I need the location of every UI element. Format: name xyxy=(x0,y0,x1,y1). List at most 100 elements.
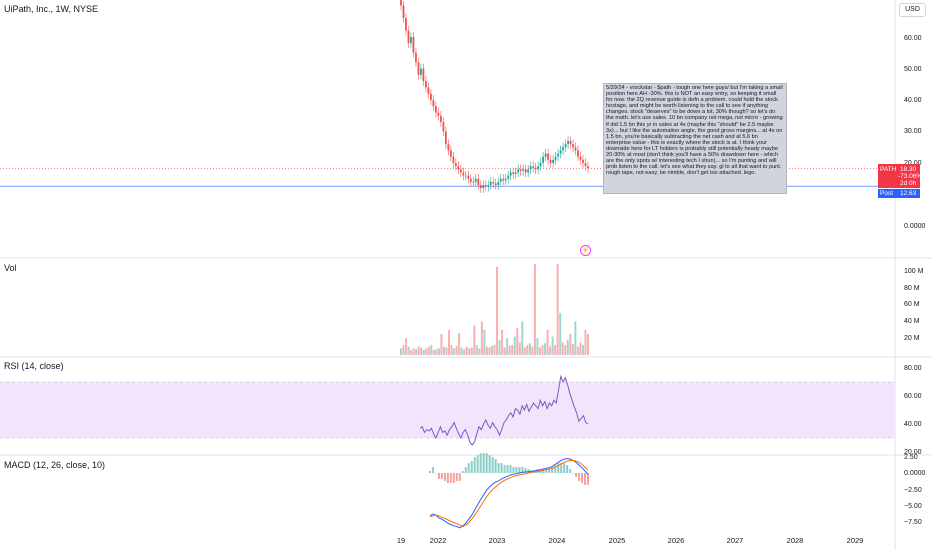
price-candle xyxy=(522,169,525,171)
price-candle xyxy=(449,150,452,157)
volume-bar xyxy=(410,349,413,355)
macd-histogram-bar xyxy=(473,457,476,473)
volume-bar xyxy=(450,344,453,355)
volume-bar xyxy=(541,344,544,355)
volume-bar xyxy=(453,348,456,355)
volume-bar xyxy=(533,264,536,355)
macd-histogram-bar xyxy=(479,453,482,473)
volume-bar xyxy=(508,345,511,355)
macd-histogram-bar xyxy=(449,473,452,483)
price-candle xyxy=(489,181,492,186)
macd-histogram-bar xyxy=(578,473,581,481)
price-candle xyxy=(499,178,502,182)
price-candle xyxy=(417,62,420,75)
macd-histogram-bar xyxy=(581,473,584,483)
currency-button[interactable]: USD xyxy=(899,3,926,17)
price-candle xyxy=(584,163,587,167)
price-candle xyxy=(539,163,542,167)
x-axis-tick-label: 2022 xyxy=(430,536,447,545)
macd-histogram-bar xyxy=(458,473,461,481)
macd-axis-tick-label: 2.50 xyxy=(904,454,918,461)
volume-bar xyxy=(561,342,564,355)
macd-histogram-bar xyxy=(575,473,578,477)
volume-axis-tick-label: 80 M xyxy=(904,285,920,292)
price-candle xyxy=(554,156,557,160)
price-candle xyxy=(439,115,442,123)
rsi-pane-label: RSI (14, close) xyxy=(4,361,64,371)
price-candle xyxy=(462,172,465,176)
volume-bar xyxy=(437,348,440,355)
volume-bar xyxy=(483,329,486,355)
x-axis-tick-label: 2028 xyxy=(787,536,804,545)
volume-bar xyxy=(506,338,509,355)
price-candle xyxy=(569,140,572,145)
volume-bar xyxy=(402,344,405,355)
price-candle xyxy=(557,153,559,157)
price-candle xyxy=(494,183,497,186)
volume-bar xyxy=(544,343,547,355)
macd-histogram-bar xyxy=(446,473,449,483)
volume-bar xyxy=(455,345,458,355)
macd-histogram-bar xyxy=(470,461,473,473)
price-candle xyxy=(502,178,505,181)
volume-bar xyxy=(405,338,408,355)
volume-bar xyxy=(427,346,430,355)
volume-bar xyxy=(549,346,552,355)
price-candle xyxy=(477,178,480,186)
volume-bar xyxy=(513,336,516,355)
price-axis-tick-label: 40.00 xyxy=(904,97,922,104)
price-candle xyxy=(572,144,574,148)
price-candle xyxy=(469,178,472,182)
earnings-flash-icon[interactable]: ⚡ xyxy=(580,245,591,256)
volume-bar xyxy=(442,346,445,355)
price-candle xyxy=(407,30,410,44)
price-candle xyxy=(459,169,462,173)
macd-histogram-bar xyxy=(566,465,569,473)
volume-bar xyxy=(531,346,534,355)
price-candle xyxy=(472,181,475,183)
price-candle xyxy=(514,172,517,175)
macd-histogram-bar xyxy=(455,473,458,481)
price-candle xyxy=(537,166,540,170)
volume-bar xyxy=(518,342,521,355)
chart-title: UiPath, Inc., 1W, NYSE xyxy=(4,4,99,14)
macd-histogram-bar xyxy=(524,468,527,473)
volume-bar xyxy=(407,346,410,355)
price-candle xyxy=(562,147,564,151)
macd-axis-tick-label: −5.00 xyxy=(904,503,922,510)
volume-bar xyxy=(460,347,463,355)
price-candle xyxy=(534,167,537,170)
price-candle xyxy=(509,172,512,176)
price-candle xyxy=(410,37,412,44)
price-candle xyxy=(442,122,445,132)
volume-bar xyxy=(430,344,433,355)
price-candle xyxy=(454,163,457,167)
x-axis-tick-label: 2024 xyxy=(549,536,566,545)
badge-price: 18.30 xyxy=(900,166,917,173)
macd-histogram-bar xyxy=(542,469,545,473)
price-candle xyxy=(464,175,467,177)
volume-bar xyxy=(571,344,574,355)
post-market-badge: Post 12.63 xyxy=(878,189,920,198)
price-candle xyxy=(544,153,547,157)
price-candle xyxy=(467,175,470,179)
macd-histogram-bar xyxy=(521,467,524,473)
volume-bar xyxy=(546,329,549,355)
price-candle xyxy=(517,169,520,173)
rsi-axis-tick-label: 20.00 xyxy=(904,449,922,456)
volume-bar xyxy=(415,349,418,355)
macd-histogram-bar xyxy=(515,467,518,473)
price-candle xyxy=(474,178,477,182)
rsi-band xyxy=(0,382,895,438)
volume-bar xyxy=(496,266,499,355)
volume-bar xyxy=(556,264,559,355)
volume-bar xyxy=(503,347,506,355)
price-candle xyxy=(512,172,515,175)
price-candle xyxy=(452,156,455,163)
volume-pane-label: Vol xyxy=(4,263,17,273)
macd-histogram-bar xyxy=(506,465,509,473)
price-candle xyxy=(447,144,450,151)
macd-histogram-bar xyxy=(569,469,572,473)
macd-histogram-bar xyxy=(482,453,485,473)
